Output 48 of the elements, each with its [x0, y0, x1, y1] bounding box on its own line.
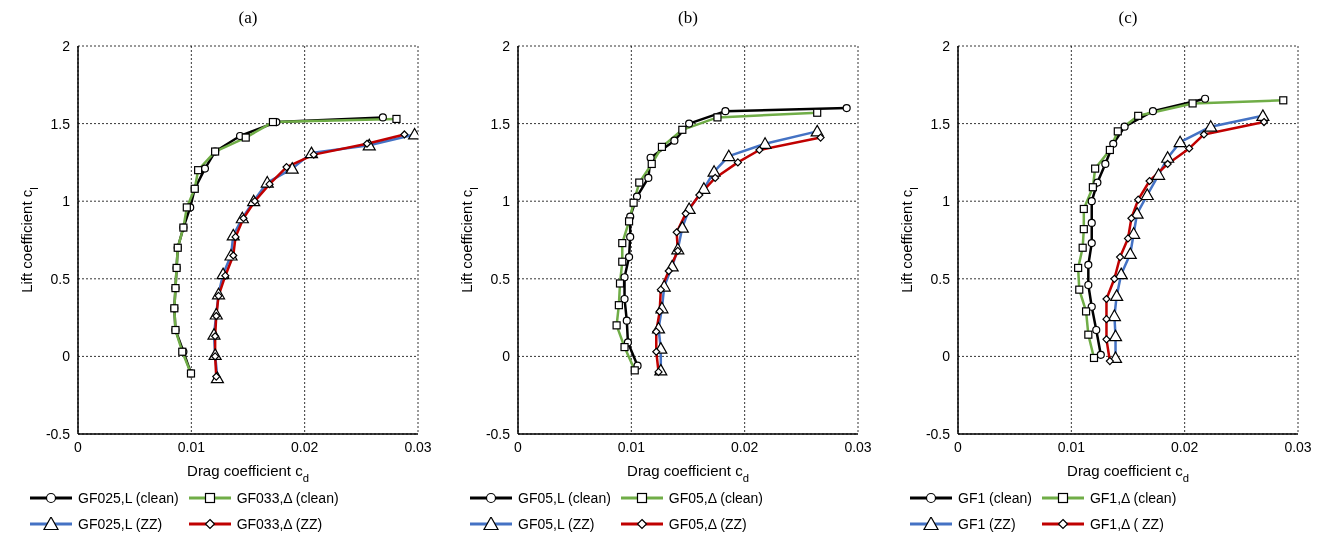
y-tick-label: 1 — [942, 193, 951, 210]
y-tick-label: -0.5 — [45, 425, 71, 442]
x-tick-label: 0.03 — [844, 438, 872, 455]
y-tick-label: 0.5 — [490, 270, 511, 287]
legend-label: GF05,L (clean) — [518, 490, 611, 506]
x-tick-label: 0.02 — [731, 438, 759, 455]
legend-label: GF033,Δ (clean) — [236, 490, 339, 506]
x-tick-label: 0 — [954, 438, 963, 455]
y-tick-label: -0.5 — [485, 425, 511, 442]
y-tick-label: 1 — [62, 193, 71, 210]
y-tick-label: 2 — [502, 37, 511, 54]
y-tick-label: 0 — [62, 348, 71, 365]
legend-label: GF1 (clean) — [958, 490, 1032, 506]
x-tick-label: 0 — [514, 438, 523, 455]
legend-label: GF025,L (ZZ) — [78, 516, 163, 532]
y-tick-label: -0.5 — [925, 425, 951, 442]
legend-label: GF05,Δ (ZZ) — [668, 516, 747, 532]
y-tick-label: 0.5 — [930, 270, 951, 287]
y-tick-label: 0.5 — [50, 270, 71, 287]
y-tick-label: 2 — [62, 37, 71, 54]
x-axis-title: Drag coefficient c$_{d}$ — [187, 462, 309, 484]
x-axis-title: Drag coefficient c$_{d}$ — [1067, 462, 1189, 484]
y-tick-label: 2 — [942, 37, 951, 54]
chart-title: (c) — [1117, 8, 1138, 29]
x-tick-label: 0.01 — [1057, 438, 1086, 455]
x-axis-title: Drag coefficient c$_{d}$ — [627, 462, 749, 484]
x-tick-label: 0.01 — [617, 438, 646, 455]
legend-label: GF1,Δ ( ZZ) — [1089, 516, 1164, 532]
y-tick-label: 1.5 — [490, 115, 511, 132]
legend-label: GF1,Δ (clean) — [1089, 490, 1177, 506]
y-tick-label: 1 — [502, 193, 511, 210]
x-tick-label: 0.02 — [291, 438, 319, 455]
y-tick-label: 0 — [942, 348, 951, 365]
legend-label: GF033,Δ (ZZ) — [236, 516, 323, 532]
legend-label: GF025,L (clean) — [78, 490, 179, 506]
y-tick-label: 1.5 — [50, 115, 71, 132]
x-tick-label: 0 — [74, 438, 83, 455]
x-tick-label: 0.02 — [1171, 438, 1199, 455]
y-tick-label: 1.5 — [930, 115, 951, 132]
legend-label: GF05,L (ZZ) — [518, 516, 595, 532]
chart-title: (b) — [677, 8, 698, 29]
legend-label: GF1 (ZZ) — [958, 516, 1016, 532]
chart-title: (a) — [237, 8, 258, 29]
y-tick-label: 0 — [502, 348, 511, 365]
x-tick-label: 0.03 — [404, 438, 432, 455]
x-tick-label: 0.01 — [177, 438, 206, 455]
x-tick-label: 0.03 — [1284, 438, 1312, 455]
legend-label: GF05,Δ (clean) — [668, 490, 764, 506]
